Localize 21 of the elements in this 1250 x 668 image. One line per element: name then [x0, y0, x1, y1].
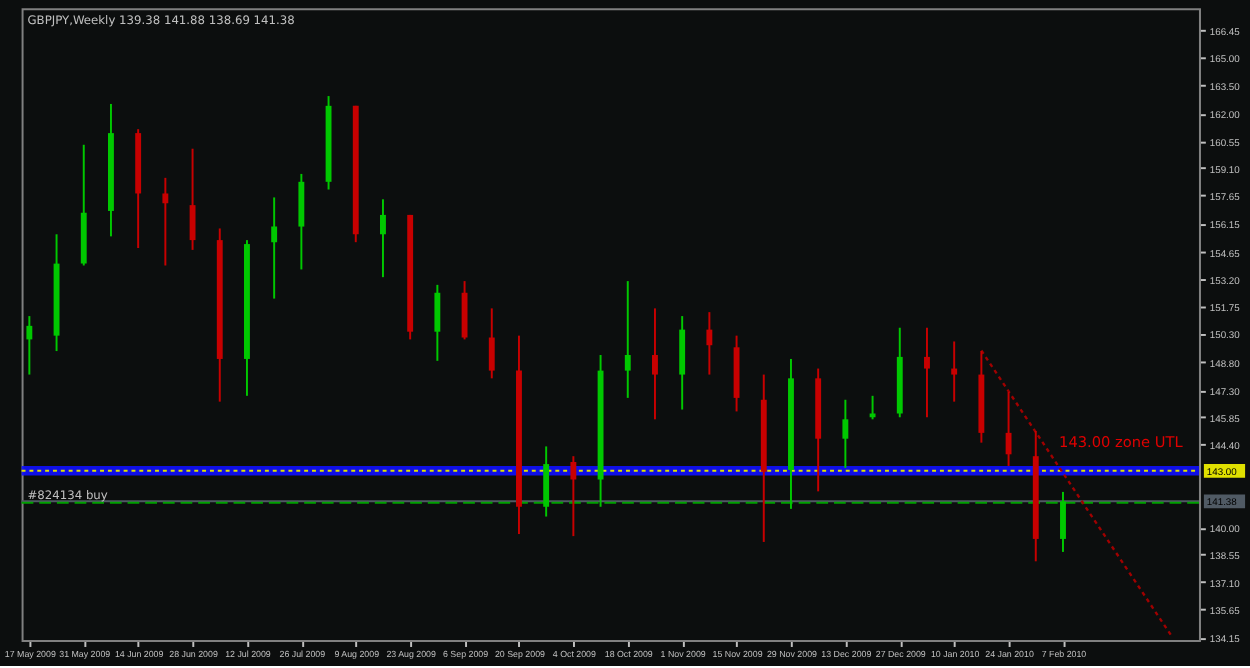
candlestick — [1005, 391, 1012, 467]
candlestick — [869, 394, 876, 421]
candlestick — [26, 315, 33, 376]
candlestick — [1060, 490, 1066, 553]
candlestick — [488, 307, 495, 380]
candlestick — [652, 307, 658, 421]
candlestick — [162, 176, 169, 267]
candlestick — [189, 147, 196, 251]
candlestick — [706, 311, 713, 376]
candlestick — [679, 315, 686, 411]
candlestick — [434, 283, 441, 362]
candlestick — [298, 172, 305, 271]
candlestick — [924, 326, 930, 419]
candlestick — [570, 455, 577, 538]
candlestick — [543, 445, 550, 518]
candlestick — [951, 340, 958, 403]
candlestick — [624, 280, 631, 399]
candlestick — [842, 398, 849, 469]
candlestick — [461, 280, 468, 341]
candlestick — [271, 196, 278, 300]
candlestick — [380, 198, 386, 279]
